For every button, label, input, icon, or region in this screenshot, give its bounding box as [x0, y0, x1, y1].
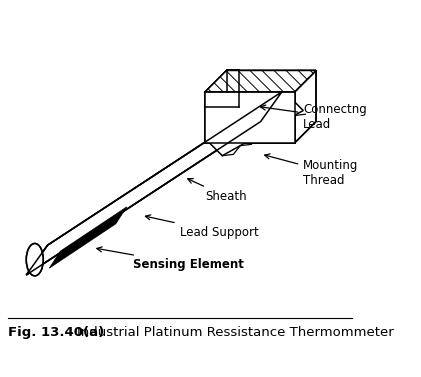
- Text: Lead Support: Lead Support: [145, 215, 258, 239]
- Polygon shape: [49, 207, 127, 268]
- Polygon shape: [205, 70, 316, 92]
- Text: Sheath: Sheath: [188, 179, 247, 203]
- Text: Sensing Element: Sensing Element: [97, 247, 244, 271]
- Text: Mounting
Thread: Mounting Thread: [265, 154, 359, 187]
- Ellipse shape: [26, 244, 43, 276]
- Polygon shape: [205, 92, 295, 143]
- Text: Industrial Platinum Ressistance Thermommeter: Industrial Platinum Ressistance Thermomm…: [77, 326, 394, 339]
- Polygon shape: [210, 98, 303, 156]
- Text: Connectng
Lead: Connectng Lead: [261, 103, 367, 131]
- Polygon shape: [205, 70, 316, 92]
- Polygon shape: [205, 92, 239, 107]
- Polygon shape: [26, 92, 282, 275]
- Polygon shape: [295, 70, 316, 143]
- Text: Fig. 13.40(a): Fig. 13.40(a): [8, 326, 104, 339]
- Polygon shape: [205, 92, 295, 143]
